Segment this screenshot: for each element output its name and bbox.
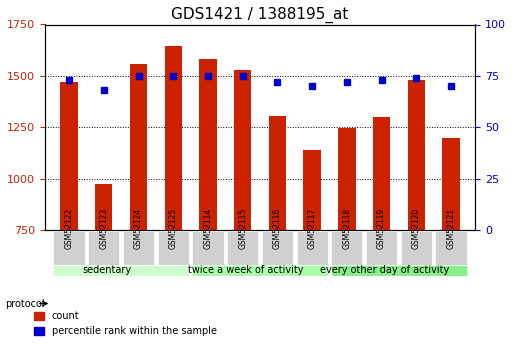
FancyBboxPatch shape xyxy=(53,265,189,276)
Bar xyxy=(95,184,112,230)
Text: GSM52123: GSM52123 xyxy=(100,207,108,248)
Text: GSM52125: GSM52125 xyxy=(169,207,178,248)
Bar xyxy=(165,46,182,230)
FancyBboxPatch shape xyxy=(192,265,328,276)
FancyBboxPatch shape xyxy=(297,231,328,265)
Text: GSM52124: GSM52124 xyxy=(134,207,143,248)
Text: GSM52121: GSM52121 xyxy=(446,207,456,248)
Text: GSM52116: GSM52116 xyxy=(273,207,282,248)
Text: GSM52120: GSM52120 xyxy=(412,207,421,248)
Text: protocol: protocol xyxy=(5,299,45,308)
Text: every other day of activity: every other day of activity xyxy=(321,265,450,275)
Text: GSM52118: GSM52118 xyxy=(342,207,351,248)
Text: twice a week of activity: twice a week of activity xyxy=(188,265,304,275)
Bar xyxy=(200,59,216,230)
Bar xyxy=(130,63,147,230)
Bar xyxy=(269,116,286,230)
Text: GSM52117: GSM52117 xyxy=(308,207,317,248)
FancyBboxPatch shape xyxy=(401,231,432,265)
Legend: count, percentile rank within the sample: count, percentile rank within the sample xyxy=(30,307,221,340)
Bar xyxy=(442,138,460,230)
Bar xyxy=(408,80,425,230)
FancyBboxPatch shape xyxy=(436,231,467,265)
FancyArrowPatch shape xyxy=(40,302,47,306)
FancyBboxPatch shape xyxy=(331,265,467,276)
FancyBboxPatch shape xyxy=(227,231,259,265)
FancyBboxPatch shape xyxy=(88,231,120,265)
FancyBboxPatch shape xyxy=(53,231,85,265)
FancyBboxPatch shape xyxy=(331,231,363,265)
FancyBboxPatch shape xyxy=(123,231,154,265)
FancyBboxPatch shape xyxy=(192,231,224,265)
Title: GDS1421 / 1388195_at: GDS1421 / 1388195_at xyxy=(171,7,349,23)
Bar xyxy=(61,82,78,230)
Text: GSM52114: GSM52114 xyxy=(204,207,212,248)
Text: GSM52122: GSM52122 xyxy=(65,207,73,248)
FancyBboxPatch shape xyxy=(157,231,189,265)
Text: GSM52119: GSM52119 xyxy=(377,207,386,248)
Text: GSM52115: GSM52115 xyxy=(238,207,247,248)
FancyBboxPatch shape xyxy=(262,231,293,265)
Bar xyxy=(234,70,251,230)
Bar xyxy=(338,128,356,230)
Bar xyxy=(304,150,321,230)
FancyBboxPatch shape xyxy=(366,231,397,265)
Bar xyxy=(373,117,390,230)
Text: sedentary: sedentary xyxy=(83,265,132,275)
